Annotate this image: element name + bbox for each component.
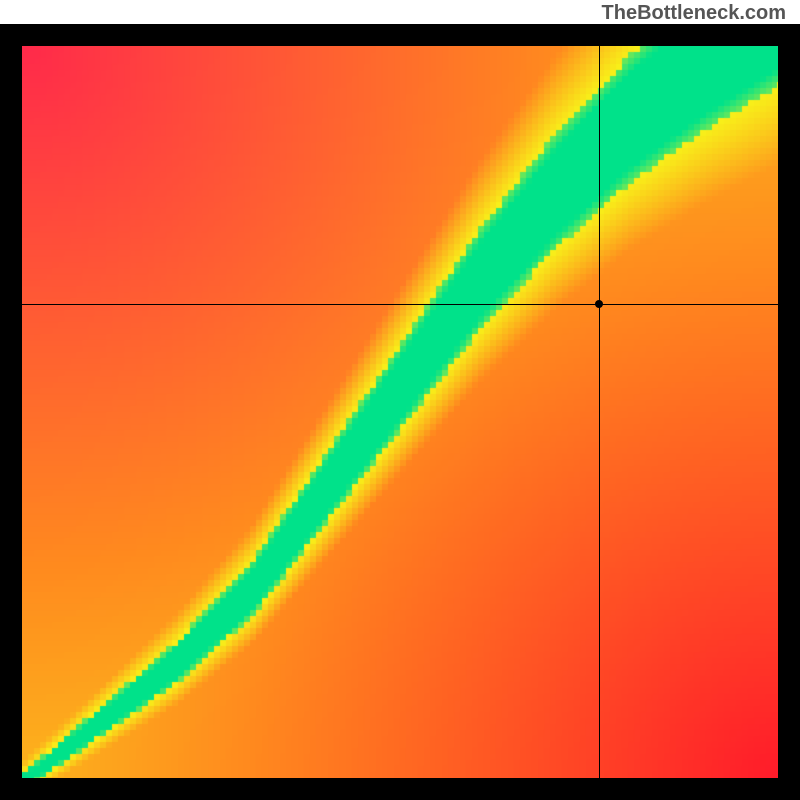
attribution-text: TheBottleneck.com xyxy=(602,2,786,25)
crosshair-horizontal xyxy=(22,304,778,305)
crosshair-marker-dot xyxy=(595,300,603,308)
plot-area xyxy=(22,46,778,778)
heatmap-canvas xyxy=(22,46,778,778)
plot-frame xyxy=(0,24,800,800)
crosshair-vertical xyxy=(599,46,600,778)
chart-container: TheBottleneck.com xyxy=(0,0,800,800)
